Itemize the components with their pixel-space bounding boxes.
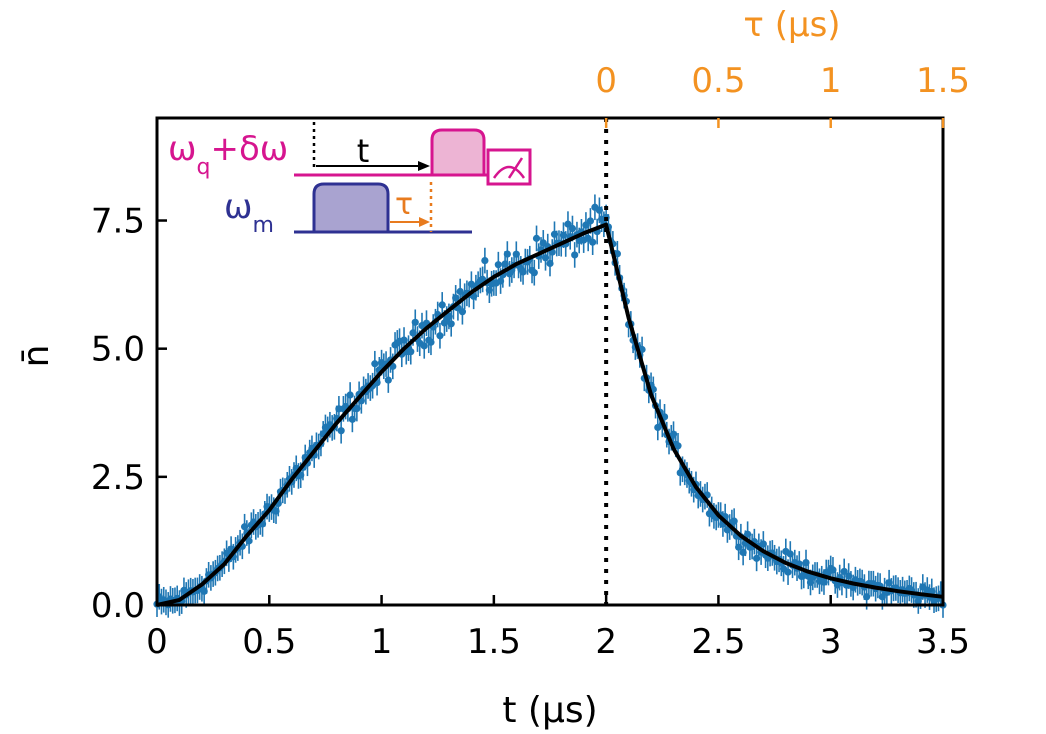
qubit-pulse bbox=[430, 128, 486, 177]
data-point bbox=[532, 234, 541, 242]
data-point bbox=[730, 517, 738, 525]
data-point bbox=[674, 442, 682, 450]
axes-layer: 0 0.5 1 1.5 2 2.5 3 3.5 0.0 2.5 5.0 7.5 0 0.5 1 1.5 bbox=[91, 61, 970, 662]
y-tick-label: 2.5 bbox=[91, 458, 145, 498]
qubit-drive-label: ωq+δω bbox=[168, 129, 288, 180]
data-point bbox=[420, 342, 428, 350]
pulse-sequence-inset: ωq+δω ωm t τ bbox=[168, 122, 532, 238]
data-point bbox=[436, 332, 444, 340]
x-axis-title: t (μs) bbox=[502, 690, 597, 731]
data-point bbox=[494, 261, 502, 269]
qubit-subscript: q bbox=[196, 155, 210, 180]
t-arrow-head bbox=[418, 161, 430, 171]
y-tick-label: 0.0 bbox=[91, 586, 145, 626]
y-tick-label: 5.0 bbox=[91, 330, 145, 370]
plot-frame bbox=[155, 116, 945, 607]
data-point bbox=[407, 348, 415, 356]
meter-icon bbox=[492, 165, 526, 179]
data-point bbox=[427, 338, 435, 346]
x-tick-label: 3.5 bbox=[916, 622, 970, 662]
x-tick-label: 2 bbox=[595, 622, 617, 662]
data-point bbox=[589, 238, 597, 246]
data-point bbox=[245, 537, 253, 545]
fit-layer bbox=[156, 222, 944, 607]
mode-subscript: m bbox=[252, 213, 273, 238]
x-tick-label: 0.5 bbox=[242, 622, 296, 662]
fit-curve bbox=[156, 222, 944, 607]
y-axis-title: n̄ bbox=[16, 345, 57, 368]
data-point bbox=[337, 427, 345, 435]
t-label: t bbox=[357, 132, 370, 170]
data-point bbox=[568, 224, 577, 233]
qubit-detuning: +δω bbox=[210, 129, 288, 169]
x-tick-label: 1.5 bbox=[467, 622, 521, 662]
data-point bbox=[530, 269, 538, 277]
qubit-omega: ω bbox=[168, 129, 196, 169]
data-point bbox=[371, 360, 379, 368]
data-point bbox=[447, 320, 455, 328]
mode-omega: ω bbox=[224, 187, 252, 227]
data-point bbox=[456, 287, 464, 296]
x-tick-label: 0 bbox=[146, 622, 168, 662]
x-tick-label: 3 bbox=[820, 622, 842, 662]
top-tick-label: 1 bbox=[820, 61, 842, 101]
top-tick-label: 0 bbox=[595, 61, 617, 101]
top-tick-label: 1.5 bbox=[916, 61, 970, 101]
mode-pulse bbox=[312, 182, 390, 234]
data-point bbox=[458, 308, 467, 316]
data-point bbox=[384, 376, 392, 384]
data-point bbox=[411, 318, 419, 326]
tau-arrow-head bbox=[419, 217, 430, 227]
data-point bbox=[503, 250, 511, 258]
top-tick-label: 0.5 bbox=[691, 61, 745, 101]
x-tick-label: 2.5 bbox=[691, 622, 745, 662]
y-tick-label: 7.5 bbox=[91, 202, 145, 242]
data-point bbox=[571, 251, 579, 259]
data-point bbox=[438, 301, 446, 309]
data-point bbox=[586, 217, 595, 225]
data-point bbox=[346, 391, 354, 399]
data-point bbox=[784, 568, 792, 576]
x-tick-label: 1 bbox=[371, 622, 393, 662]
meter-needle-icon bbox=[507, 157, 524, 179]
data-point bbox=[481, 256, 489, 265]
data-layer bbox=[153, 194, 947, 618]
tau-label: τ bbox=[395, 187, 413, 222]
top-axis-title: τ (μs) bbox=[743, 5, 840, 45]
mode-drive-label: ωm bbox=[224, 187, 274, 238]
